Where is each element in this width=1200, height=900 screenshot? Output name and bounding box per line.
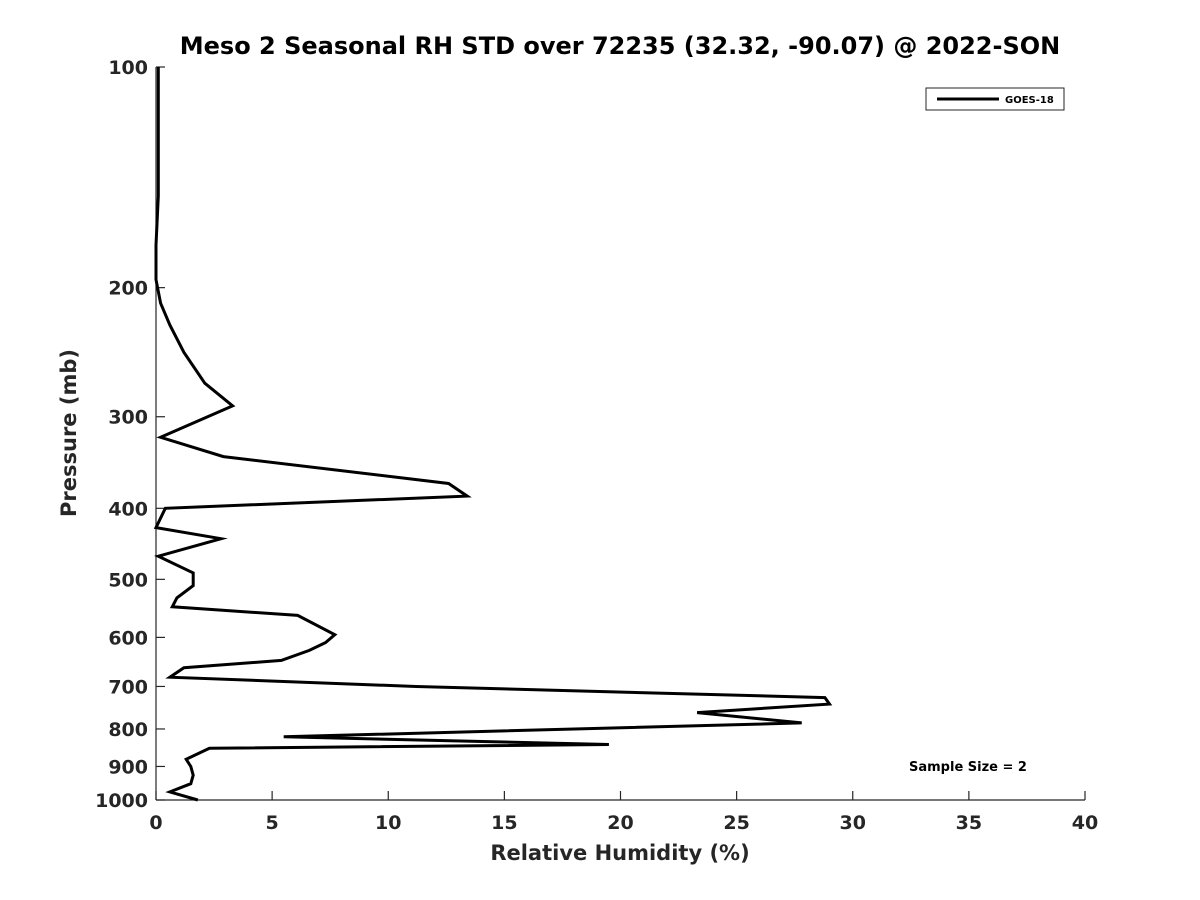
- y-tick-label: 500: [108, 569, 148, 591]
- x-tick-label: 5: [266, 812, 279, 834]
- y-tick-label: 100: [108, 57, 148, 79]
- x-tick-label: 15: [491, 812, 517, 834]
- x-tick-label: 20: [607, 812, 633, 834]
- series-line-goes-18: [153, 67, 833, 802]
- legend-label-goes-18: GOES-18: [1005, 95, 1054, 106]
- sample-size-note: Sample Size = 2: [909, 760, 1027, 775]
- y-tick-label: 300: [108, 407, 148, 429]
- y-tick-label: 200: [108, 278, 148, 300]
- y-tick-label: 700: [108, 676, 148, 698]
- x-ticks: 0 5 10 15 20 25 30 35 40: [149, 791, 1098, 834]
- y-tick-label: 600: [108, 627, 148, 649]
- x-axis-label: Relative Humidity (%): [490, 841, 749, 865]
- y-axis-label: Pressure (mb): [57, 349, 81, 517]
- x-tick-label: 30: [840, 812, 866, 834]
- x-tick-label: 25: [723, 812, 749, 834]
- x-tick-label: 40: [1072, 812, 1098, 834]
- y-tick-label: 1000: [95, 790, 148, 812]
- x-tick-label: 0: [149, 812, 162, 834]
- x-tick-label: 35: [956, 812, 982, 834]
- y-tick-label: 900: [108, 756, 148, 778]
- y-ticks: 100 200 300 400 500 600 700 800 900 1000: [95, 57, 165, 812]
- series-layer: [153, 67, 833, 802]
- x-tick-label: 10: [375, 812, 401, 834]
- chart-title: Meso 2 Seasonal RH STD over 72235 (32.32…: [180, 32, 1061, 60]
- y-tick-label: 800: [108, 719, 148, 741]
- y-tick-label: 400: [108, 498, 148, 520]
- legend: GOES-18: [925, 87, 1065, 111]
